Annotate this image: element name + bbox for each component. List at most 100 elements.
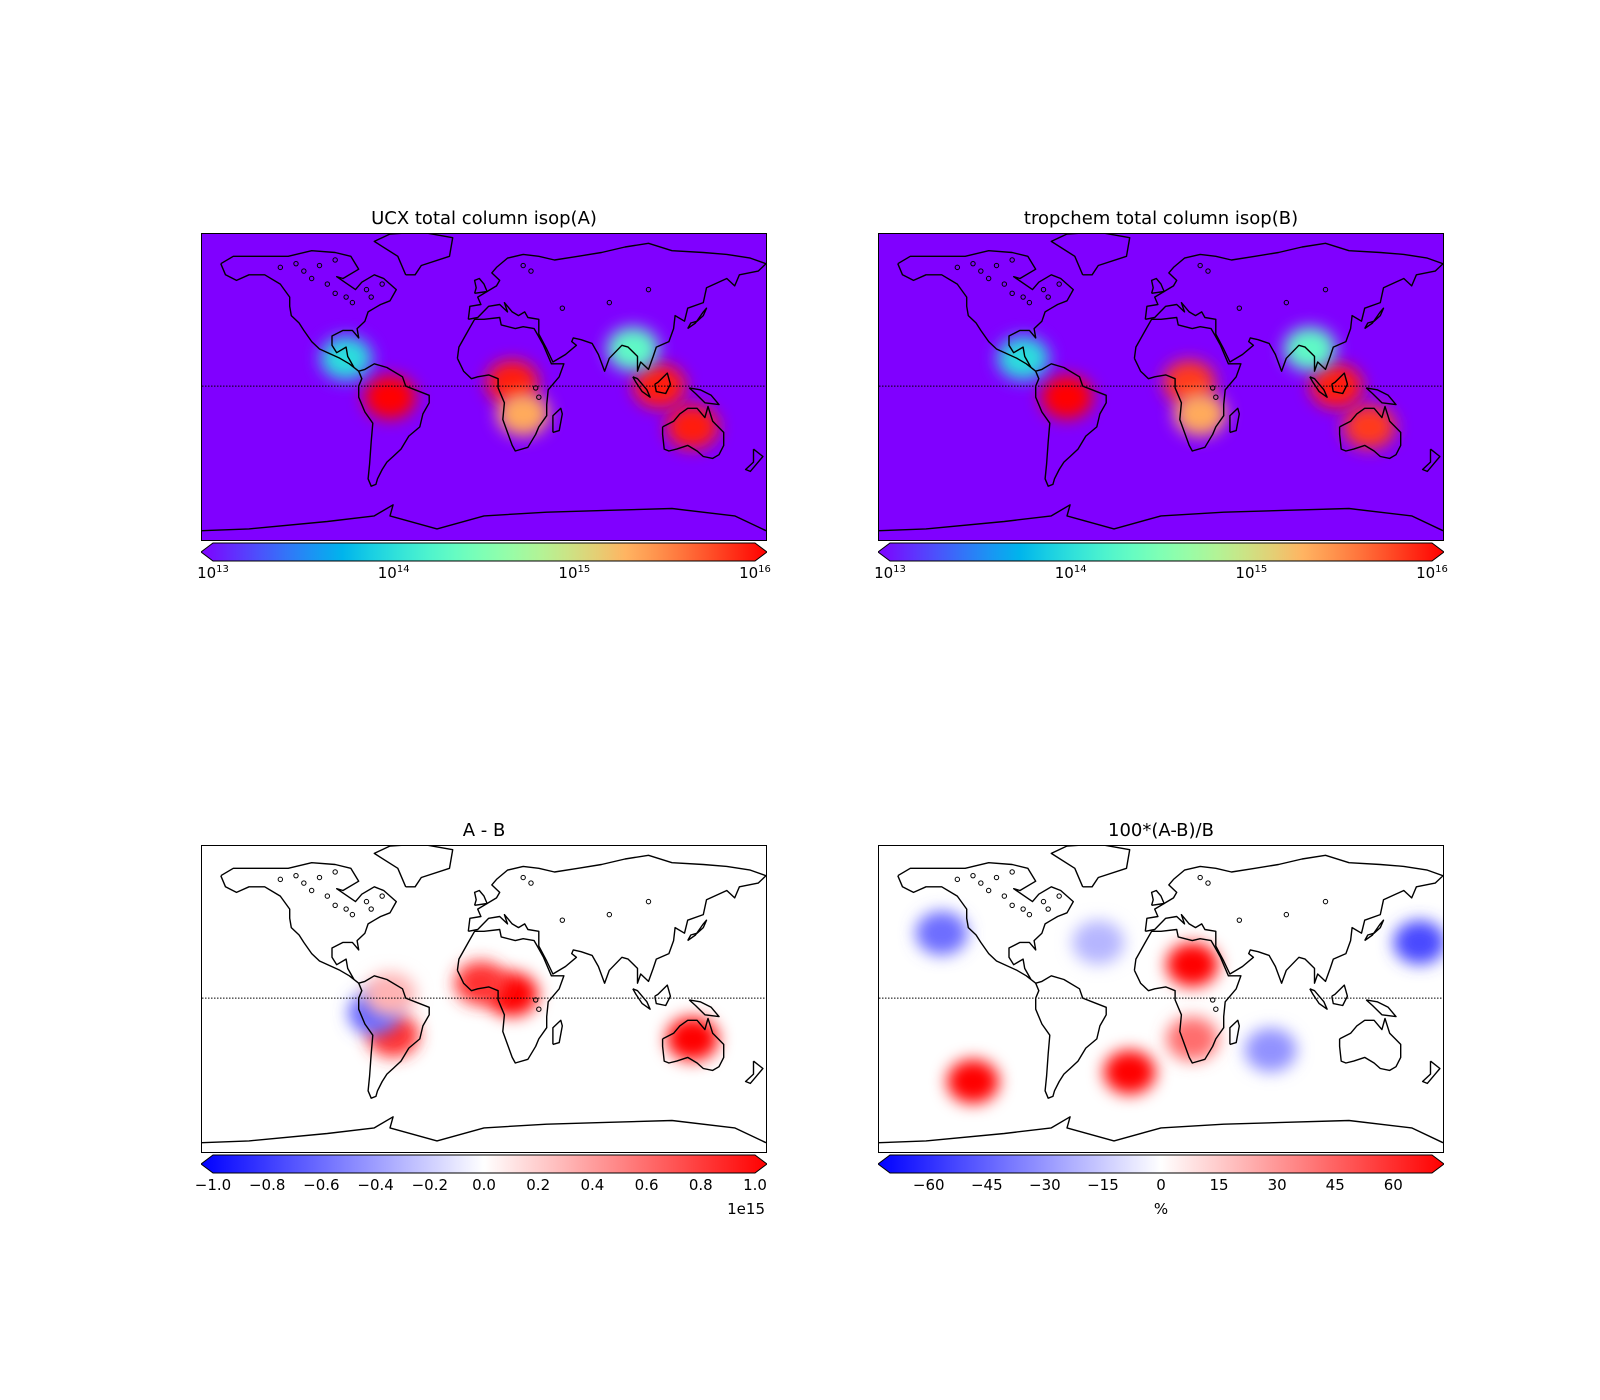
coastline bbox=[654, 372, 672, 395]
coastline-lake bbox=[301, 268, 307, 274]
colorbar-tick-label: 0.8 bbox=[688, 1176, 713, 1194]
coastline-lake bbox=[349, 911, 356, 918]
region-south-atlantic bbox=[1103, 1050, 1156, 1095]
colorbar-gradient bbox=[200, 542, 768, 562]
colorbar-tick-label: 45 bbox=[1325, 1176, 1345, 1194]
coastline-lake bbox=[379, 281, 385, 287]
colorbar-gradient bbox=[877, 1154, 1445, 1174]
coastline bbox=[1050, 846, 1131, 888]
region-southern-indian-ocean bbox=[1166, 1016, 1219, 1061]
coastline bbox=[1364, 919, 1385, 942]
region-southern-africa bbox=[497, 391, 550, 436]
panel-title: tropchem total column isop(B) bbox=[1023, 208, 1299, 229]
coastline-lake bbox=[1197, 262, 1203, 269]
region-northern-australia bbox=[1343, 404, 1396, 449]
colorbar-tick-label: −0.6 bbox=[303, 1176, 340, 1194]
region-central-america bbox=[320, 336, 373, 381]
coastline-lake bbox=[1236, 305, 1243, 311]
coastline-lake bbox=[993, 262, 1000, 269]
tick-base: 10 bbox=[739, 564, 759, 582]
tick-base: 10 bbox=[197, 564, 217, 582]
coastline-lake bbox=[993, 874, 1000, 881]
coastline-lake bbox=[978, 880, 984, 886]
colorbar-tick-label: 0.0 bbox=[472, 1176, 496, 1194]
coastline-lake bbox=[363, 898, 370, 905]
coastline-lake bbox=[343, 906, 349, 912]
region-northern-australia bbox=[666, 404, 719, 449]
tick-exponent: 14 bbox=[1073, 564, 1087, 575]
coastline bbox=[473, 889, 488, 906]
panel-difference: A - B −1.0 −0.8 −0.6 −0.4 −0.2 0.0 0.2 0.4 0.6 0.… bbox=[195, 820, 768, 1240]
region-western-indian-ocean bbox=[1244, 1028, 1297, 1072]
region-north-pacific-edge bbox=[1393, 920, 1443, 965]
coastline bbox=[1144, 242, 1443, 372]
coastline bbox=[744, 448, 764, 473]
colorbar-tick-label: −30 bbox=[1029, 1176, 1061, 1194]
colorbar-tick-label: 1.0 bbox=[743, 1176, 767, 1194]
coastline bbox=[879, 1116, 1443, 1144]
colorbar bbox=[877, 1154, 1445, 1174]
coastline bbox=[552, 407, 563, 434]
panel-ucx: UCX total column isop(A) 1013 1014 1015 101… bbox=[197, 208, 771, 608]
coastline-lake bbox=[1020, 906, 1026, 912]
coastline bbox=[1309, 376, 1328, 398]
coastline-lake bbox=[301, 880, 307, 886]
coastline bbox=[456, 928, 565, 1064]
colorbar-gradient bbox=[877, 542, 1445, 562]
coastline-lake bbox=[293, 872, 299, 879]
coastline-lake bbox=[1009, 902, 1015, 909]
colorbar-tick-label: 1013 bbox=[197, 564, 229, 582]
coastline-lake bbox=[1045, 906, 1051, 912]
coastline-lake bbox=[520, 262, 526, 269]
coastline-lake bbox=[970, 872, 976, 879]
coastline-lake bbox=[1197, 874, 1203, 881]
coastline-lake bbox=[1020, 294, 1026, 300]
coastline-lake bbox=[1056, 893, 1062, 899]
coastline-lake bbox=[1009, 257, 1015, 263]
colorbar-tick-label: 0.6 bbox=[634, 1176, 659, 1194]
coastline-lake bbox=[978, 268, 984, 274]
map-heatmap bbox=[879, 846, 1443, 1152]
colorbar bbox=[200, 1154, 768, 1174]
coastline bbox=[1229, 407, 1240, 434]
coastline-lake bbox=[1205, 880, 1211, 886]
tick-exponent: 16 bbox=[758, 564, 771, 575]
coastline-lake bbox=[528, 880, 534, 886]
colorbar-bar bbox=[200, 1154, 768, 1174]
tick-base: 10 bbox=[377, 564, 397, 582]
map-background bbox=[879, 846, 1443, 1152]
map-plot bbox=[878, 233, 1444, 541]
coastline-lake bbox=[277, 264, 284, 271]
coastline-lake bbox=[536, 1006, 542, 1012]
coastline-lake bbox=[1009, 869, 1015, 875]
coastline bbox=[1331, 984, 1349, 1007]
colorbar-ticks: 1013 1014 1015 1016 bbox=[874, 562, 1448, 602]
coastline-lake bbox=[308, 887, 315, 894]
colorbar-tick-label: 0.4 bbox=[580, 1176, 605, 1194]
coastline bbox=[632, 376, 651, 398]
coastline bbox=[897, 250, 1075, 372]
coastline bbox=[661, 1017, 725, 1072]
coastline bbox=[467, 854, 766, 984]
coastline-lake bbox=[1040, 898, 1047, 905]
coastline bbox=[1150, 889, 1165, 906]
coastline bbox=[373, 846, 454, 888]
colorbar-gradient bbox=[200, 1154, 768, 1174]
coastline-lake bbox=[1001, 893, 1008, 899]
tick-base: 10 bbox=[1416, 564, 1436, 582]
colorbar-tick-label: 1015 bbox=[558, 564, 590, 582]
coastline-lake bbox=[324, 281, 331, 287]
region-south-asia bbox=[1283, 326, 1336, 371]
map-plot bbox=[201, 845, 767, 1153]
coastline bbox=[1144, 854, 1443, 984]
coastline bbox=[1150, 277, 1165, 294]
panel-title: 100*(A-B)/B bbox=[1108, 820, 1214, 841]
coastline bbox=[202, 1116, 766, 1144]
tick-exponent: 15 bbox=[577, 564, 591, 575]
coastline bbox=[220, 862, 398, 984]
coastline bbox=[202, 504, 766, 532]
coastline bbox=[1364, 307, 1385, 330]
coastline bbox=[1421, 1060, 1441, 1085]
coastline-lake bbox=[349, 299, 356, 306]
coastline-lake bbox=[379, 893, 385, 899]
